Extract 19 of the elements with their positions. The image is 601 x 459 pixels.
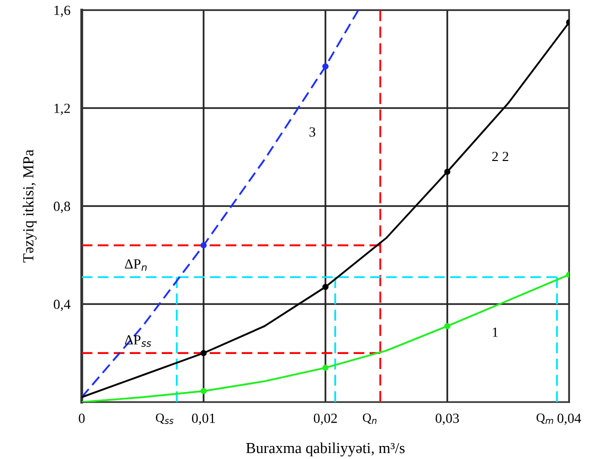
x-tick-label: 0,01 xyxy=(192,414,215,425)
annotation: Q$_{ss}$ xyxy=(156,413,174,424)
y-tick-label: 0,4 xyxy=(54,300,70,312)
annotation: ΔP$_{n}$ xyxy=(124,259,147,271)
y-tick-label: 0,8 xyxy=(54,202,70,214)
series-label: 1 xyxy=(492,328,498,337)
series-label: 2 2 xyxy=(492,152,508,162)
annotation: ΔP$_{ss}$ xyxy=(124,335,152,347)
x-tick-label: 0,04 xyxy=(558,414,582,425)
y-tick-label: 1,2 xyxy=(54,104,70,116)
x-tick-label: 0,03 xyxy=(436,414,459,425)
x-tick-label: 0,02 xyxy=(314,414,337,425)
y-axis-title: Təzyiq itkisi, MPa xyxy=(22,150,37,262)
y-tick-label: 1,6 xyxy=(54,6,70,18)
annotation: Q$_{n}$ xyxy=(362,413,376,424)
x-tick-label: 0 xyxy=(78,414,85,423)
series-label: 3 xyxy=(310,127,316,137)
annotation: Q$_{m}$ xyxy=(536,413,554,424)
x-axis-title: Buraxma qabiliyyəti, m³/s xyxy=(246,442,405,456)
